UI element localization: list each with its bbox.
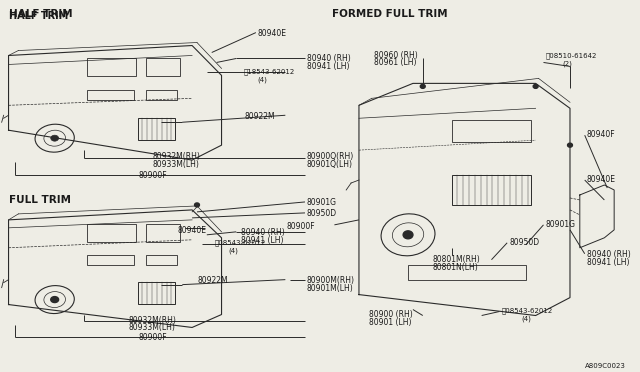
Ellipse shape xyxy=(195,203,200,207)
Text: 80901G: 80901G xyxy=(545,220,575,229)
Bar xyxy=(87,90,134,100)
Ellipse shape xyxy=(533,84,538,89)
Text: 80940F: 80940F xyxy=(587,130,615,139)
Ellipse shape xyxy=(568,143,572,147)
Bar xyxy=(138,118,175,140)
Text: 80940 (RH): 80940 (RH) xyxy=(241,228,285,237)
Text: Ⓜ08543-62012: Ⓜ08543-62012 xyxy=(214,240,266,246)
Text: 80961 (LH): 80961 (LH) xyxy=(374,58,416,67)
Bar xyxy=(146,58,180,76)
Bar xyxy=(87,255,134,265)
Text: 80950D: 80950D xyxy=(307,209,337,218)
Text: (4): (4) xyxy=(228,248,238,254)
Bar xyxy=(87,58,136,76)
Bar xyxy=(87,224,136,242)
Text: (2): (2) xyxy=(562,61,572,67)
Text: HALF TRIM: HALF TRIM xyxy=(8,9,72,19)
Text: 80901G: 80901G xyxy=(307,198,337,207)
Bar xyxy=(146,90,177,100)
Text: 80941 (LH): 80941 (LH) xyxy=(307,62,349,71)
Text: 80801N(LH): 80801N(LH) xyxy=(433,263,478,272)
Text: 80940 (RH): 80940 (RH) xyxy=(587,250,630,259)
Text: 80901Q(LH): 80901Q(LH) xyxy=(307,160,353,169)
Text: HALF TRIM: HALF TRIM xyxy=(8,11,68,21)
Text: (4): (4) xyxy=(258,76,268,83)
Text: 80940E: 80940E xyxy=(587,175,616,184)
Text: 80940E: 80940E xyxy=(177,226,206,235)
Ellipse shape xyxy=(51,296,59,302)
Text: FULL TRIM: FULL TRIM xyxy=(8,195,70,205)
Text: 80950D: 80950D xyxy=(509,238,540,247)
Text: 80901M(LH): 80901M(LH) xyxy=(307,283,354,293)
Bar xyxy=(146,255,177,265)
Text: 80960 (RH): 80960 (RH) xyxy=(374,51,417,60)
Text: 80900 (RH): 80900 (RH) xyxy=(369,310,413,318)
Text: 80801M(RH): 80801M(RH) xyxy=(433,255,481,264)
Ellipse shape xyxy=(420,84,425,89)
Bar xyxy=(138,282,175,304)
Text: 80900F: 80900F xyxy=(286,222,315,231)
Text: 80933M(LH): 80933M(LH) xyxy=(153,160,200,169)
Text: A809C0023: A809C0023 xyxy=(585,363,625,369)
Text: 80941 (LH): 80941 (LH) xyxy=(241,236,284,245)
Text: 80922M: 80922M xyxy=(197,276,228,285)
Text: 80900F: 80900F xyxy=(138,171,167,180)
Text: 80941 (LH): 80941 (LH) xyxy=(587,258,629,267)
Bar xyxy=(452,175,531,205)
Text: 80900M(RH): 80900M(RH) xyxy=(307,276,355,285)
Bar xyxy=(408,265,526,280)
Text: 80922M: 80922M xyxy=(244,112,275,121)
Text: 80933M(LH): 80933M(LH) xyxy=(128,324,175,333)
Text: Ⓜ08510-61642: Ⓜ08510-61642 xyxy=(545,52,597,59)
Text: FORMED FULL TRIM: FORMED FULL TRIM xyxy=(332,9,448,19)
Text: 80932M(RH): 80932M(RH) xyxy=(128,315,176,324)
Text: (4): (4) xyxy=(521,315,531,322)
Bar xyxy=(146,224,180,242)
Text: Ⓜ18543-62012: Ⓜ18543-62012 xyxy=(244,68,296,75)
Text: 80900F: 80900F xyxy=(138,333,167,343)
Text: 80940E: 80940E xyxy=(258,29,287,38)
Ellipse shape xyxy=(51,135,59,141)
Ellipse shape xyxy=(403,231,413,239)
Text: 80940 (RH): 80940 (RH) xyxy=(307,54,351,64)
Text: 80900Q(RH): 80900Q(RH) xyxy=(307,152,354,161)
Text: Ⓜ08543-62012: Ⓜ08543-62012 xyxy=(501,308,552,314)
Text: 80932M(RH): 80932M(RH) xyxy=(153,152,201,161)
Text: 80901 (LH): 80901 (LH) xyxy=(369,318,412,327)
Bar xyxy=(452,120,531,142)
